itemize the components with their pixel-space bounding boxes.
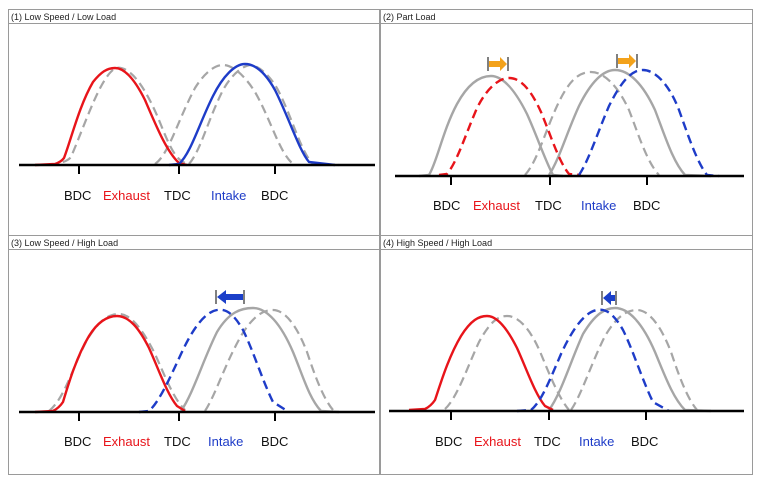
tdc-label: TDC <box>164 434 191 449</box>
panel-part-load: (2) Part Load BDC Exhaust TDC Intake BDC <box>380 9 753 237</box>
exhaust-baseline-curve <box>444 314 570 411</box>
intake-alt-baseline-curve <box>204 308 334 412</box>
bdc-label-left: BDC <box>433 198 460 213</box>
panel-title: (3) Low Speed / High Load <box>9 236 379 250</box>
intake-alt-baseline-curve <box>570 308 698 411</box>
panel-low-speed-low-load: (1) Low Speed / Low Load BDC Exhaust TDC… <box>8 9 380 237</box>
exhaust-baseline-curve <box>418 74 564 178</box>
intake-advance-arrow-icon <box>215 290 245 304</box>
valve-timing-diagram: BDC Exhaust TDC Intake BDC <box>19 62 375 203</box>
exhaust-baseline-curve <box>34 66 190 167</box>
tdc-label: TDC <box>164 188 191 203</box>
exhaust-shift-arrow-icon <box>487 57 509 71</box>
valve-timing-diagram: BDC Exhaust TDC Intake BDC <box>395 54 744 213</box>
intake-baseline-curve <box>548 306 712 413</box>
valve-timing-diagram: BDC Exhaust TDC Intake BDC <box>389 291 744 449</box>
bdc-label-left: BDC <box>64 434 91 449</box>
exhaust-valve-curve <box>438 76 582 177</box>
intake-valve-curve <box>168 62 336 167</box>
intake-label: Intake <box>208 434 243 449</box>
panel-title: (2) Part Load <box>381 10 752 24</box>
exhaust-label: Exhaust <box>473 198 520 213</box>
panel-title: (1) Low Speed / Low Load <box>9 10 379 24</box>
bdc-label-right: BDC <box>631 434 658 449</box>
exhaust-valve-curve <box>34 314 186 414</box>
intake-valve-curve <box>578 68 720 178</box>
tdc-label: TDC <box>535 198 562 213</box>
valve-timing-diagram: BDC Exhaust TDC Intake BDC <box>19 290 375 449</box>
bdc-label-left: BDC <box>64 188 91 203</box>
intake-baseline-curve <box>547 68 712 178</box>
intake-alt-baseline-curve <box>154 63 294 165</box>
intake-valve-curve <box>138 308 290 414</box>
intake-advance-arrow-icon <box>601 291 617 305</box>
exhaust-label: Exhaust <box>103 188 150 203</box>
exhaust-label: Exhaust <box>103 434 150 449</box>
intake-alt-baseline-curve <box>524 70 660 176</box>
intake-baseline-curve <box>188 63 340 167</box>
exhaust-valve-curve <box>34 66 188 167</box>
panel-high-speed-high-load: (4) High Speed / High Load BDC Exhaust T… <box>380 235 753 475</box>
bdc-label-right: BDC <box>633 198 660 213</box>
panel-title: (4) High Speed / High Load <box>381 236 752 250</box>
bdc-label-right: BDC <box>261 434 288 449</box>
intake-label: Intake <box>579 434 614 449</box>
intake-valve-curve <box>516 308 670 413</box>
intake-label: Intake <box>211 188 246 203</box>
intake-baseline-curve <box>180 306 340 414</box>
bdc-label-left: BDC <box>435 434 462 449</box>
tdc-label: TDC <box>534 434 561 449</box>
panel-low-speed-high-load: (3) Low Speed / High Load BDC Exhaust TD… <box>8 235 380 475</box>
intake-label: Intake <box>581 198 616 213</box>
intake-shift-arrow-icon <box>616 54 638 68</box>
exhaust-baseline-curve <box>48 312 186 412</box>
exhaust-valve-curve <box>408 314 554 412</box>
bdc-label-right: BDC <box>261 188 288 203</box>
exhaust-label: Exhaust <box>474 434 521 449</box>
